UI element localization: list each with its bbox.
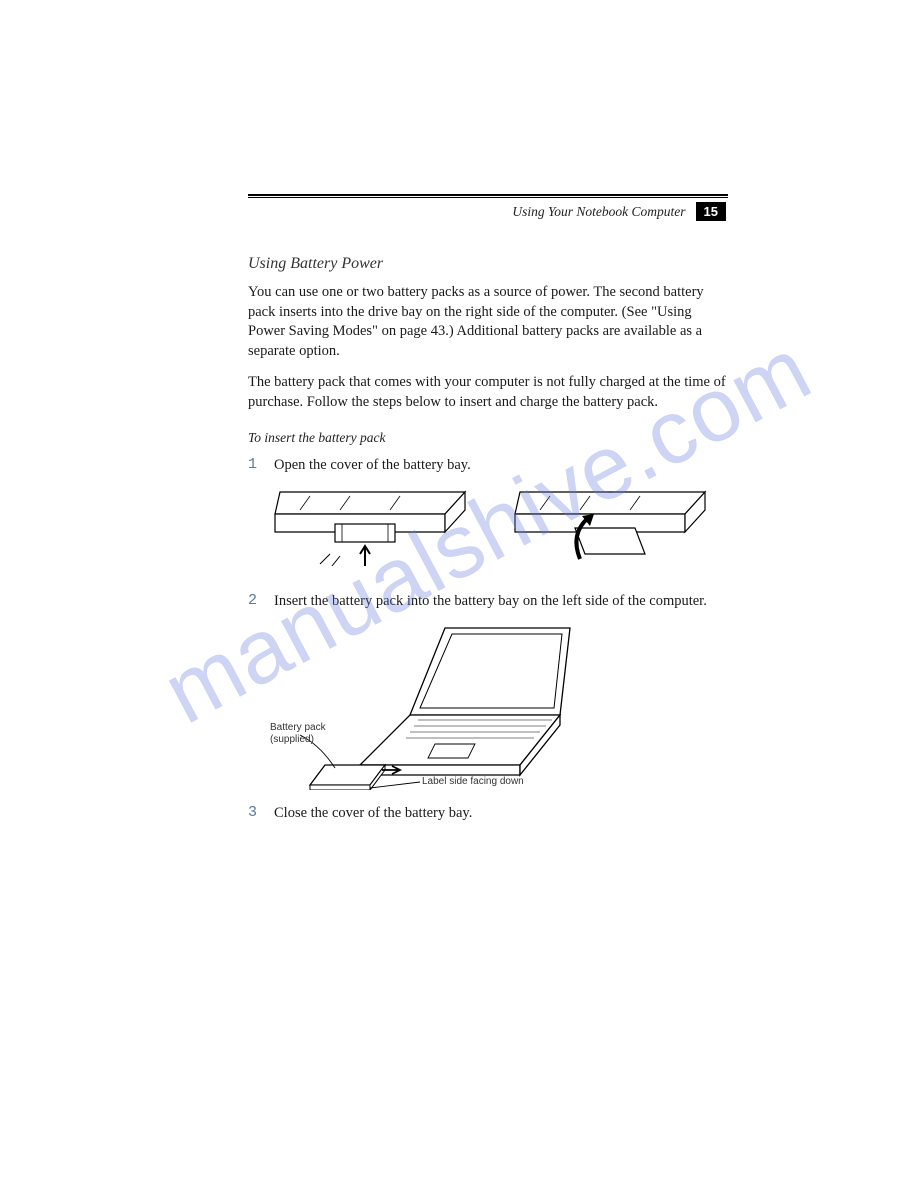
document-page: Using Your Notebook Computer 15 Using Ba…: [248, 194, 728, 831]
step-text: Close the cover of the battery bay.: [274, 804, 728, 824]
illustration-row-1: [270, 484, 728, 574]
illustration-laptop-insert: Battery pack (supplied) Label side facin…: [270, 620, 610, 790]
step-1: 1 Open the cover of the battery bay.: [248, 456, 728, 476]
step-3: 3 Close the cover of the battery bay.: [248, 804, 728, 824]
intro-paragraph-1: You can use one or two battery packs as …: [248, 283, 728, 361]
label-side-down: Label side facing down: [422, 776, 524, 787]
step-text: Open the cover of the battery bay.: [274, 456, 728, 476]
intro-paragraph-2: The battery pack that comes with your co…: [248, 373, 728, 412]
page-header: Using Your Notebook Computer 15: [248, 202, 728, 221]
step-2: 2 Insert the battery pack into the batte…: [248, 592, 728, 612]
step-text: Insert the battery pack into the battery…: [274, 592, 728, 612]
step-number: 3: [248, 804, 260, 824]
step-number: 1: [248, 456, 260, 476]
illustration-bay-opening: [510, 484, 710, 574]
page-number-box: 15: [696, 202, 726, 221]
label-supplied: (supplied): [270, 734, 314, 745]
header-rule: [248, 194, 728, 198]
illustration-bay-closed: [270, 484, 470, 574]
section-title: Using Battery Power: [248, 255, 728, 273]
procedure-title: To insert the battery pack: [248, 430, 728, 446]
label-battery-pack: Battery pack: [270, 722, 326, 733]
chapter-title: Using Your Notebook Computer: [512, 204, 685, 220]
step-number: 2: [248, 592, 260, 612]
